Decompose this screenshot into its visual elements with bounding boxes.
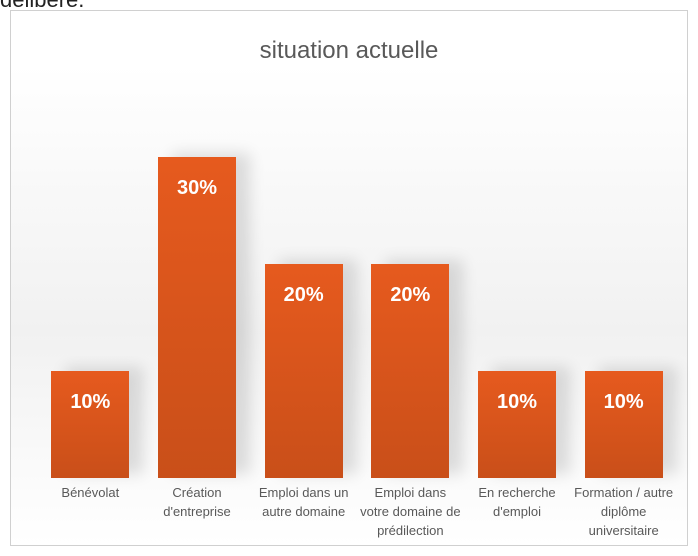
x-tick-label: Bénévolat [61,485,120,500]
bar [478,371,556,478]
x-tick-label: En recherche d'emploi [478,485,556,519]
x-tick-label: Emploi dans un autre domaine [258,485,349,519]
data-label: 20% [390,284,431,306]
bar [264,264,343,478]
bar [371,264,450,478]
chart: situation actuelle 10% Bénévolat 30% Créati… [10,10,688,546]
data-label: 20% [283,284,324,306]
bar [51,371,130,478]
x-tick-label: Création d'entreprise [163,485,231,519]
data-label: 30% [176,177,218,199]
x-tick-label: Formation / autre diplôme universitaire [574,485,674,538]
chart-title: situation actuelle [259,37,439,64]
bar [158,157,236,478]
data-label: 10% [603,391,644,413]
page-text: délibéré. [0,0,84,13]
bar [584,371,663,478]
data-label: 10% [70,391,111,413]
data-label: 10% [496,391,538,413]
x-tick-label: Emploi dans votre domaine de prédilectio… [360,485,461,538]
